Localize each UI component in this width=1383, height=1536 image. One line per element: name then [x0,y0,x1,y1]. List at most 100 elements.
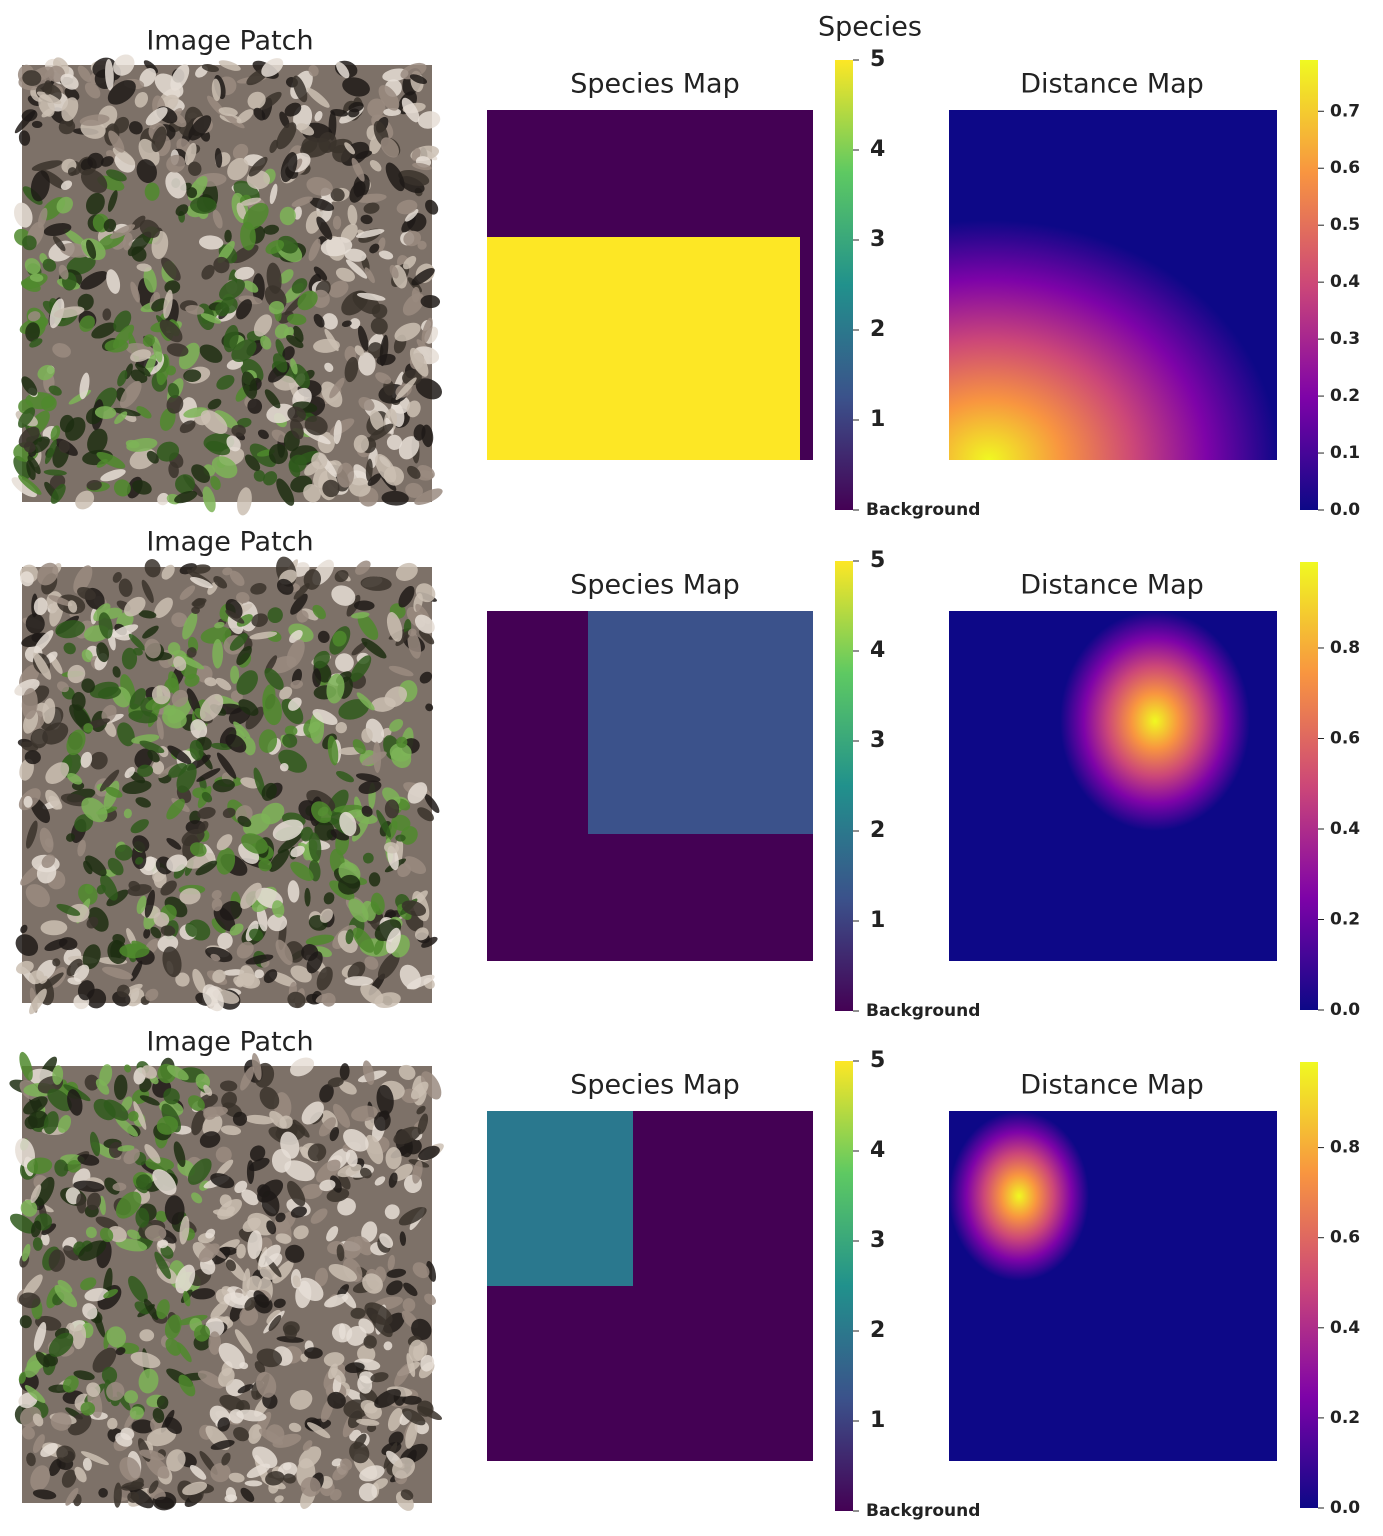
texture [386,1280,403,1296]
texture [332,1465,349,1481]
texture [162,946,182,978]
texture [266,403,296,424]
texture [248,156,268,177]
texture [67,977,82,985]
texture [357,613,379,641]
texture [142,625,159,639]
texture [166,343,189,357]
texture [92,1347,117,1373]
texture [275,939,293,966]
tick-label: 0.2 [1330,386,1360,406]
texture [121,647,138,670]
texture [395,834,406,842]
texture [166,854,188,872]
texture [96,458,108,468]
texture [72,1324,87,1350]
texture [129,688,146,710]
texture [327,735,339,766]
texture [143,1298,159,1321]
texture [135,856,144,865]
texture [100,156,114,167]
texture [386,612,403,642]
texture [328,280,349,298]
texture [332,630,347,647]
texture [345,259,368,279]
texture [350,655,372,682]
texture [18,407,36,428]
texture [113,479,131,497]
texture [253,314,273,337]
texture [403,255,417,270]
texture [290,358,298,375]
texture [166,837,182,850]
texture [100,874,118,901]
texture [40,1232,50,1246]
texture [360,1399,378,1414]
texture [73,964,90,982]
texture [232,143,249,160]
texture [173,1141,186,1168]
texture [159,319,183,343]
texture [31,120,43,129]
texture [124,1390,139,1404]
texture [313,266,328,281]
texture [249,1145,266,1162]
texture [235,591,250,604]
texture [304,887,311,907]
texture [385,1147,402,1170]
texture [238,699,259,716]
texture [41,395,57,412]
texture [191,1192,203,1204]
texture [329,1126,340,1142]
texture [105,59,114,91]
texture [130,960,143,982]
texture [124,596,146,617]
colorbar [1300,1062,1318,1508]
texture [371,1313,393,1338]
texture [268,443,288,465]
texture [397,863,412,878]
texture [424,1293,437,1306]
texture [349,181,366,203]
texture [338,699,370,720]
texture [151,685,171,705]
texture [311,801,333,824]
colorbar-title: Species [818,12,922,43]
texture [319,1179,336,1192]
texture [253,470,266,482]
tick-label: 4 [870,1138,885,1163]
texture [147,749,160,763]
tick-label: 0.4 [1330,272,1360,292]
texture [351,157,365,182]
texture [353,1433,367,1450]
texture [179,1215,190,1245]
texture [85,1226,97,1239]
texture [307,1143,327,1162]
texture [241,371,258,399]
texture [252,1446,278,1469]
texture [331,1458,343,1467]
texture [326,673,345,704]
texture [175,1264,196,1294]
texture [53,306,85,319]
texture [58,440,70,453]
texture [263,224,280,235]
texture [355,773,381,782]
tick-label: 0.6 [1330,158,1360,178]
texture [282,1462,292,1471]
texture [22,1274,43,1299]
texture [304,1347,323,1359]
texture [394,1363,411,1387]
texture [56,196,74,214]
texture [39,827,54,853]
texture [292,75,308,103]
texture [351,641,368,656]
texture [392,1457,415,1479]
texture [236,1409,267,1422]
texture [148,1480,159,1494]
texture [120,1481,145,1491]
texture [373,1110,391,1131]
texture [219,1194,232,1208]
texture [279,763,289,772]
